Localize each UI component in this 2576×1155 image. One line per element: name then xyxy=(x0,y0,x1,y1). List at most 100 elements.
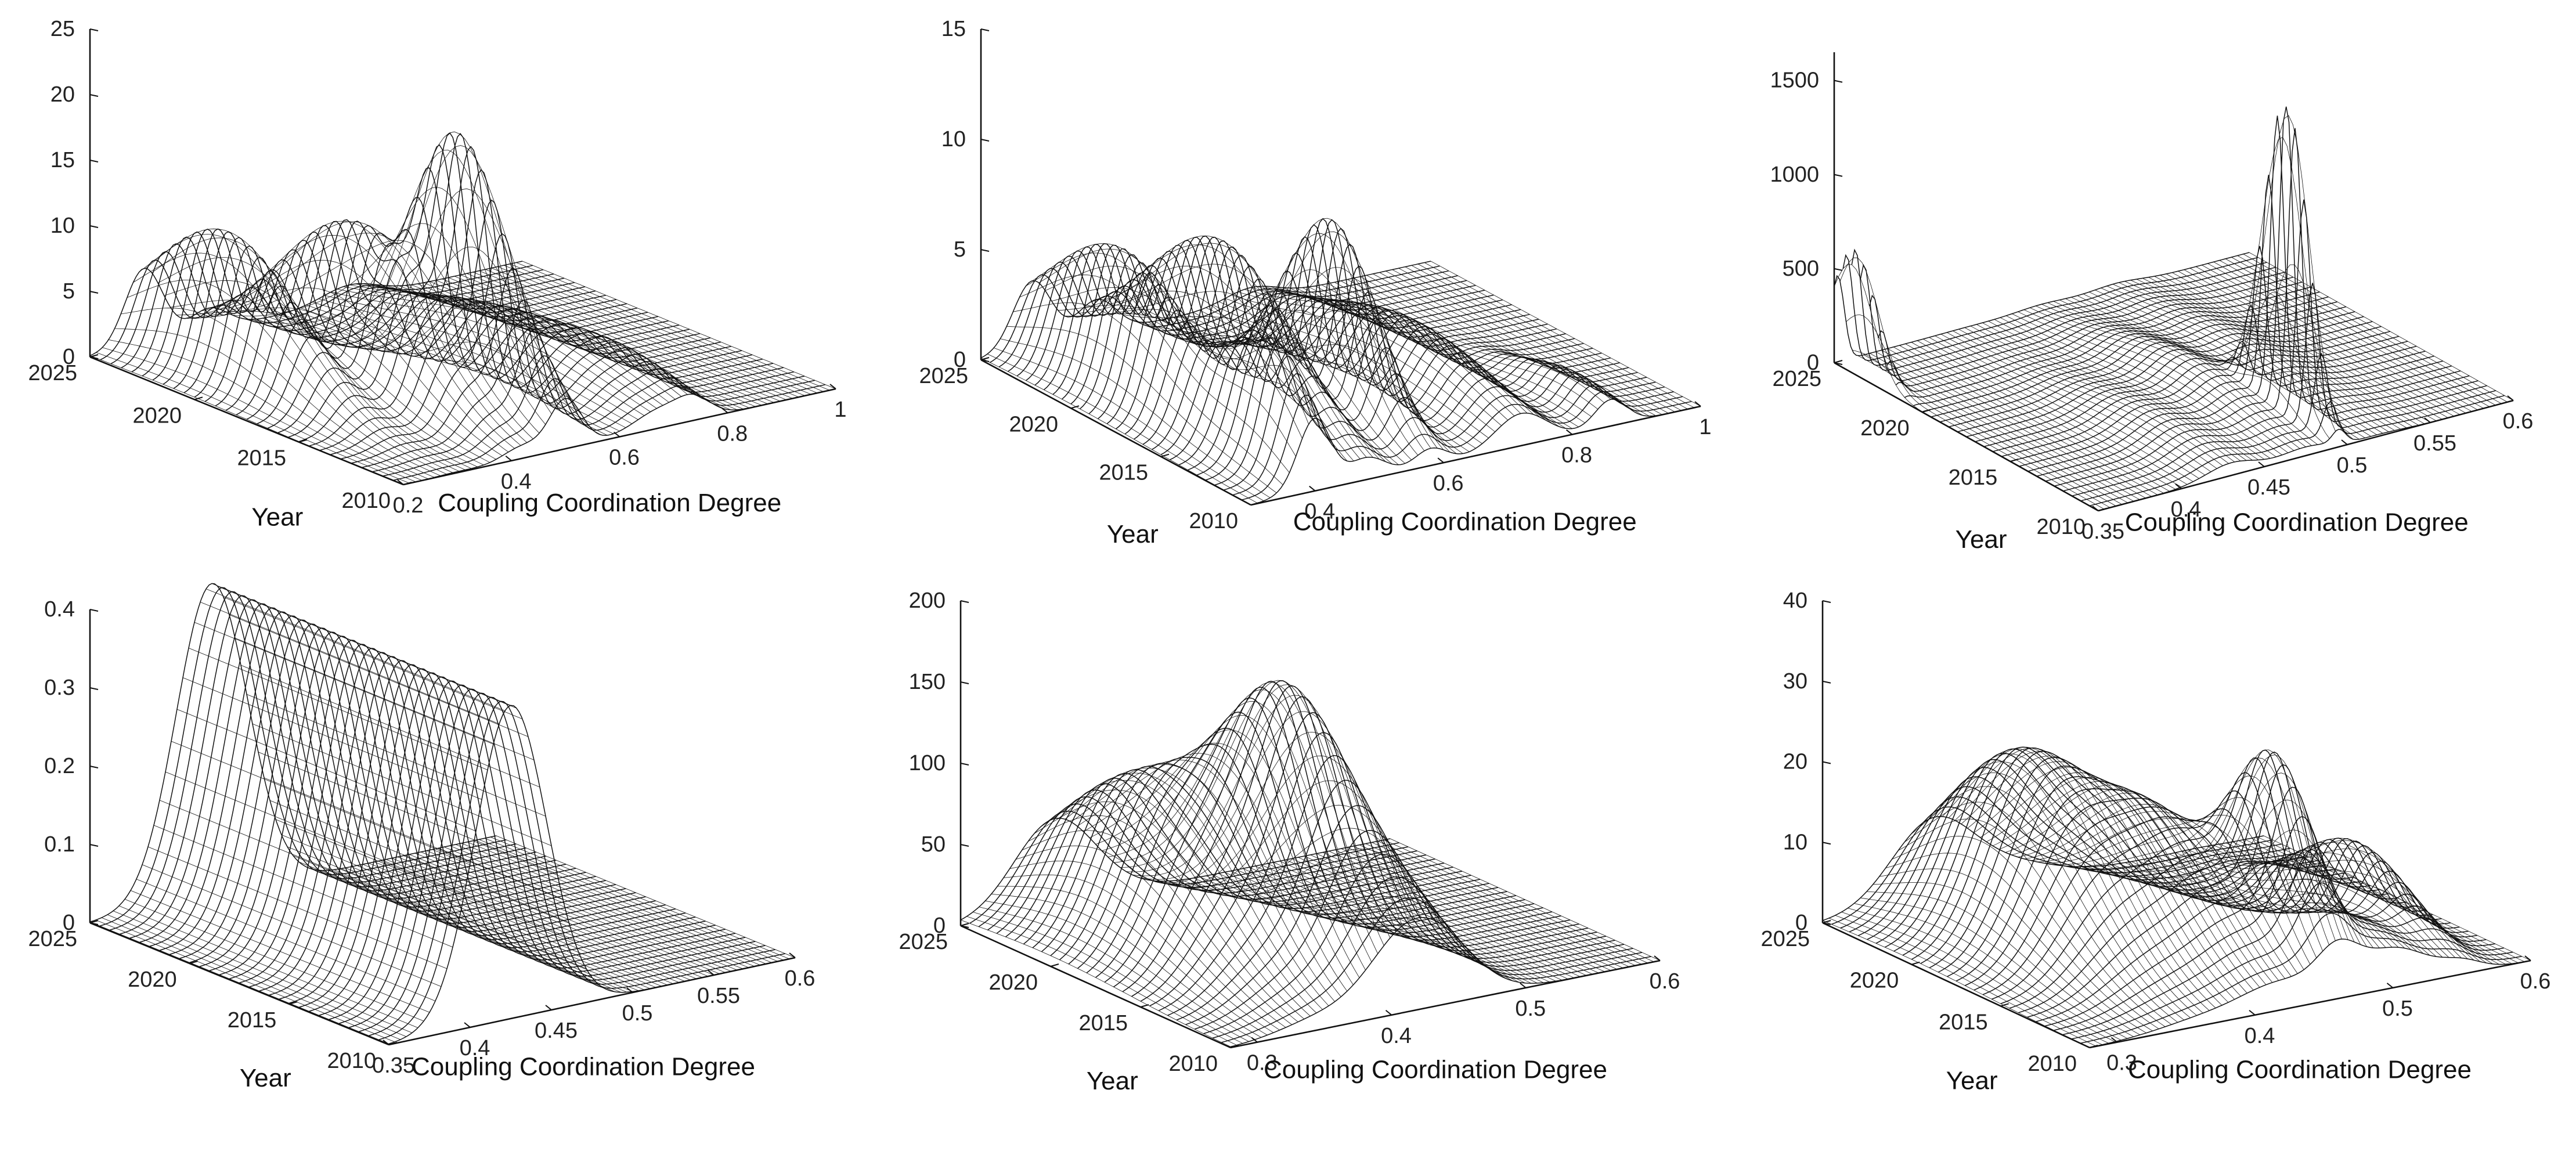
surface-x-slice xyxy=(1998,785,2267,985)
surface-x-slice xyxy=(1334,849,1606,972)
year-tick-mark xyxy=(194,396,203,400)
x-tick-mark xyxy=(2175,483,2182,489)
surface-x-slice xyxy=(1064,313,1335,447)
x-tick-mark xyxy=(721,407,728,414)
surface-x-slice xyxy=(980,358,1251,505)
x-tick-mark xyxy=(1654,955,1661,961)
surface-x-slice xyxy=(246,694,546,817)
surface-x-slice xyxy=(136,879,436,1002)
surface-x-slice xyxy=(1980,772,2247,994)
surface-x-slice xyxy=(213,221,528,443)
surface-x-slice xyxy=(987,353,1258,504)
surface-x-slice xyxy=(1860,897,2128,1039)
surface-x-slice xyxy=(1893,346,2158,495)
surface-x-slice xyxy=(2036,305,2300,449)
surface-x-slice xyxy=(2237,255,2502,404)
surface-x-slice xyxy=(1096,235,1367,458)
surface-x-slice xyxy=(1982,322,2247,461)
z-tick-mark xyxy=(1834,174,1843,177)
surface-x-slice xyxy=(1199,310,1470,452)
surface-x-slice xyxy=(1911,342,2175,490)
surface-x-slice xyxy=(455,844,755,967)
surface-mesh xyxy=(89,131,836,485)
year-tick-label: 2025 xyxy=(1760,927,1810,951)
surface-x-slice xyxy=(142,864,442,987)
surface-x-slice xyxy=(262,188,577,407)
surface-x-slice xyxy=(1058,767,1329,1006)
surface-x-slice xyxy=(1879,868,2146,1034)
surface-x-slice xyxy=(1917,340,2182,488)
x-tick-mark xyxy=(2341,439,2348,445)
z-tick-mark xyxy=(1834,80,1843,83)
year-tick-label: 2010 xyxy=(1168,1052,1218,1076)
surface-x-slice xyxy=(979,907,1249,1042)
surface-x-slice xyxy=(223,597,523,720)
surface-x-slice xyxy=(1051,287,1322,423)
x-tick-mark xyxy=(2258,461,2265,467)
year-tick-label: 2020 xyxy=(1850,969,1899,993)
surface-x-slice xyxy=(2188,842,2455,958)
surface-x-slice xyxy=(2213,261,2478,410)
z-tick-mark xyxy=(980,249,990,252)
surface-x-slice xyxy=(1341,848,1611,971)
surface-x-slice xyxy=(397,857,697,979)
x-tick-label: 0.35 xyxy=(372,1053,415,1078)
x-tick-mark xyxy=(2386,983,2394,988)
surface-x-slice xyxy=(1899,345,2164,493)
surface-x-slice xyxy=(1000,338,1271,498)
surface-x-slice xyxy=(310,868,610,991)
surface-x-slice xyxy=(1003,874,1274,1033)
surface-plot-4: 0 0.1 0.2 0.3 0.4 2010 2015 2020 2025 0.35 0.4 0.45… xyxy=(28,583,815,1092)
x-tick-mark xyxy=(708,970,715,976)
surface-x-slice xyxy=(442,279,756,407)
z-tick-label: 25 xyxy=(50,17,75,41)
surface-x-slice xyxy=(991,893,1262,1038)
year-axis-label: Year xyxy=(1107,520,1159,548)
surface-x-slice xyxy=(2172,272,2437,421)
surface-x-slice xyxy=(1953,330,2217,469)
z-tick-mark xyxy=(960,600,969,603)
x-tick-label: 0.6 xyxy=(2503,409,2534,434)
x-tick-label: 0.4 xyxy=(460,1036,490,1060)
surface-x-slice xyxy=(333,869,633,992)
surface-x-slice xyxy=(1077,753,1348,992)
surface-x-slice xyxy=(157,257,472,469)
surface-x-slice xyxy=(349,284,663,406)
surface-x-slice xyxy=(1120,680,1391,939)
surface-x-slice xyxy=(1186,313,1457,454)
surface-x-slice xyxy=(219,233,533,439)
surface-x-slice xyxy=(496,835,796,958)
surface-x-slice xyxy=(1870,353,2134,502)
year-axis-label: Year xyxy=(1946,1066,1998,1095)
x-tick-mark xyxy=(829,384,836,389)
surface-x-slice xyxy=(201,234,515,449)
surface-x-slice xyxy=(449,845,749,968)
year-tick-mark xyxy=(960,923,969,926)
x-tick-label: 0.4 xyxy=(501,470,532,494)
x-tick-label: 0.5 xyxy=(2382,997,2413,1021)
surface-x-slice xyxy=(1148,269,1419,456)
surface-x-slice xyxy=(1863,355,2128,503)
year-tick-mark xyxy=(1834,360,1843,363)
surface-mesh xyxy=(1822,746,2531,1048)
surface-x-slice xyxy=(1175,849,1446,928)
x-tick-mark xyxy=(1565,429,1573,435)
surface-x-slice xyxy=(1866,891,2134,1037)
z-tick-label: 10 xyxy=(50,214,75,238)
surface-x-slice xyxy=(1946,332,2211,472)
surface-x-slice xyxy=(194,259,509,453)
year-tick-mark xyxy=(1070,405,1080,409)
surface-x-slice xyxy=(516,262,830,391)
surface-x-slice xyxy=(1206,307,1476,449)
year-tick-label: 2020 xyxy=(988,970,1038,995)
x-tick-label: 0.45 xyxy=(535,1019,578,1043)
z-tick-mark xyxy=(89,94,99,97)
surface-x-slice xyxy=(1910,786,2178,1023)
surface-x-slice xyxy=(298,861,598,984)
surface-x-slice xyxy=(2166,273,2431,423)
z-tick-mark xyxy=(1822,600,1831,603)
surface-x-slice xyxy=(461,843,761,966)
surface-x-slice xyxy=(374,284,688,395)
surface-x-slice xyxy=(145,228,459,472)
surface-x-slice xyxy=(151,237,466,470)
